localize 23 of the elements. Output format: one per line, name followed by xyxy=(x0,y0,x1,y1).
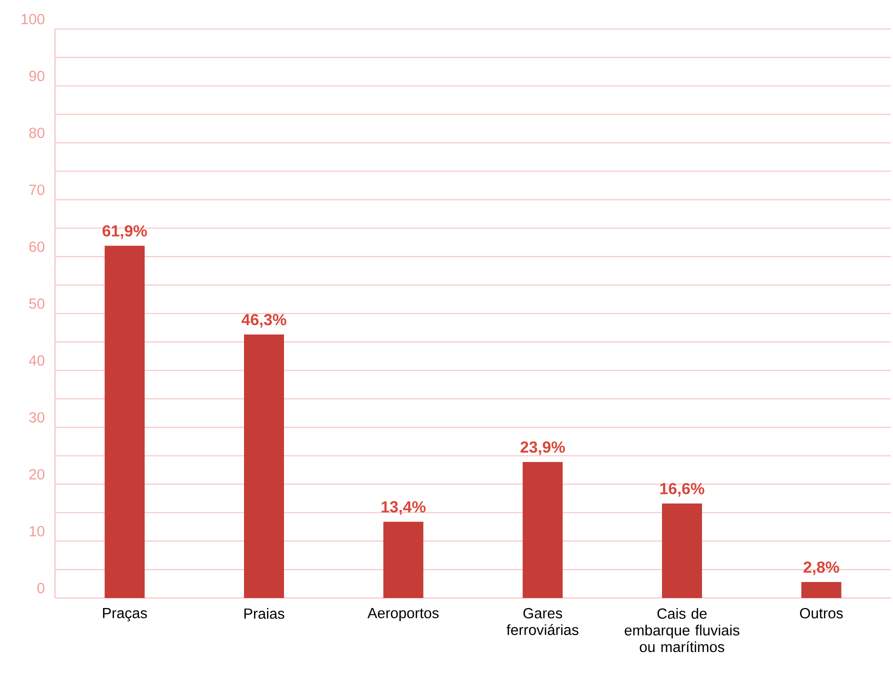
y-tick-label: 40 xyxy=(28,355,44,366)
x-tick-label: Praias xyxy=(244,608,284,619)
y-tick-label: 80 xyxy=(29,128,44,138)
data-label: 23,9% xyxy=(520,441,565,456)
y-tick-label: 60 xyxy=(29,242,44,252)
data-label: 46,3% xyxy=(242,314,286,328)
y-tick-label: 50 xyxy=(29,298,44,309)
y-tick-label: 70 xyxy=(29,184,44,195)
data-label: 16,6% xyxy=(660,482,704,497)
x-tick-label: Aeroportos xyxy=(367,608,439,622)
data-label: 13,4% xyxy=(382,501,426,515)
y-tick-label: 20 xyxy=(29,469,44,480)
y-tick-label: 30 xyxy=(29,412,44,423)
y-tick-label: 10 xyxy=(30,526,44,536)
y-tick-label: 100 xyxy=(22,14,44,24)
x-tick-label: Gares ferroviárias xyxy=(506,608,578,636)
y-tick-label: 0 xyxy=(37,582,44,594)
x-tick-label: Outros xyxy=(800,608,843,618)
data-label: 2,8% xyxy=(804,561,840,576)
x-tick-label: Praças xyxy=(103,608,147,622)
data-label: 61,9% xyxy=(102,225,147,239)
y-tick-label: 90 xyxy=(29,70,44,82)
x-tick-label: Cais de embarque fluviais ou marítimos xyxy=(624,608,740,652)
